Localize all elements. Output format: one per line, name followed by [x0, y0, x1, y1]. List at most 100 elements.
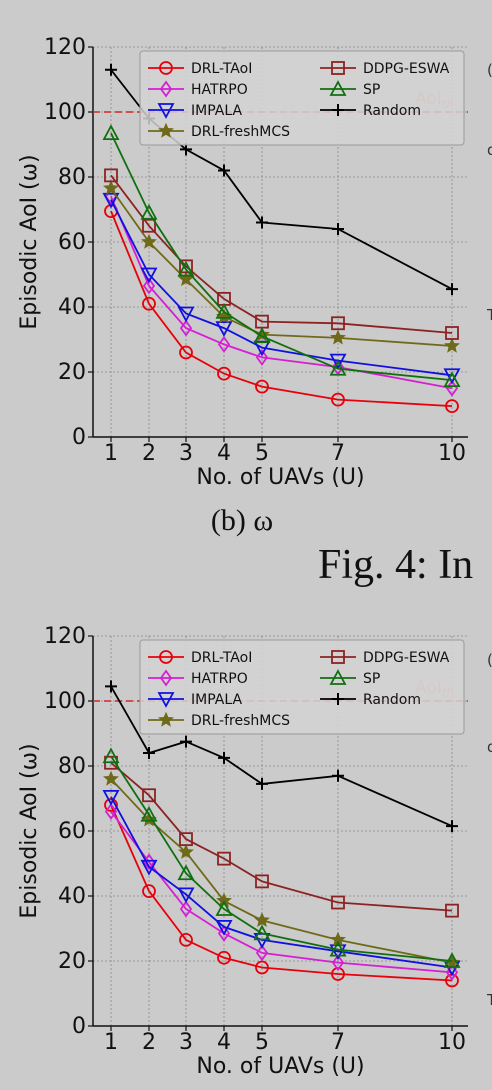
y-tick-label: 80	[58, 754, 86, 779]
y-tick-label: 120	[44, 624, 86, 649]
data-point	[443, 371, 461, 388]
edge-fragment: Ti	[486, 991, 492, 1009]
data-point	[215, 919, 233, 936]
data-point	[140, 805, 158, 822]
series-line-impala	[110, 796, 453, 969]
x-tick-label: 4	[217, 1030, 231, 1055]
x-tick-label: 7	[331, 441, 345, 466]
y-axis-label: Episodic AoI (ω)	[17, 743, 42, 918]
data-point	[446, 283, 458, 296]
legend-marker	[329, 669, 347, 685]
x-tick-label: 1	[104, 441, 118, 466]
data-point	[105, 680, 117, 693]
data-point	[255, 960, 269, 975]
data-point	[332, 223, 344, 235]
series-line-drl-freshmcs	[110, 778, 453, 964]
data-point	[105, 63, 117, 76]
series-line-drl-taoi	[110, 210, 453, 407]
y-tick-label: 40	[58, 884, 86, 909]
data-point	[177, 864, 195, 881]
legend-label: DRL-freshMCS	[191, 124, 290, 140]
data-point	[217, 924, 231, 942]
data-point	[142, 218, 156, 233]
series-line-sp	[110, 132, 453, 381]
edge-fragment: d	[487, 738, 492, 756]
series-line-ddpg-eswa	[110, 762, 453, 912]
legend-marker	[331, 61, 345, 75]
data-point	[142, 788, 156, 803]
data-point	[330, 329, 346, 345]
legend-label: DRL-freshMCS	[191, 713, 290, 729]
data-point	[142, 277, 156, 295]
data-point	[443, 368, 461, 385]
series-line-sp	[110, 755, 453, 962]
data-point	[140, 859, 158, 876]
data-point	[102, 124, 120, 141]
y-tick-label: 100	[44, 100, 86, 125]
subfigure-caption: (b) ω	[211, 504, 273, 537]
data-point	[217, 366, 231, 381]
data-point	[331, 316, 345, 331]
legend-label: SP	[363, 82, 380, 98]
data-point	[104, 802, 118, 821]
legend-marker	[157, 692, 175, 708]
data-point	[178, 843, 194, 859]
data-point	[444, 337, 460, 353]
data-point	[329, 353, 347, 370]
data-point	[140, 267, 158, 284]
legend-label: DDPG-ESWA	[363, 650, 450, 666]
x-tick-label: 5	[255, 441, 269, 466]
data-point	[329, 940, 347, 957]
data-point	[331, 895, 345, 910]
data-point	[102, 789, 120, 806]
data-point	[178, 271, 194, 287]
legend-marker	[159, 650, 173, 664]
data-point	[102, 747, 120, 764]
data-point	[104, 798, 118, 812]
data-point	[102, 192, 120, 209]
data-point	[142, 884, 156, 899]
x-tick-label: 3	[179, 1030, 193, 1055]
y-tick-label: 20	[58, 360, 86, 385]
legend-label: HATRPO	[191, 82, 248, 98]
y-tick-label: 0	[72, 425, 86, 450]
data-point	[255, 944, 269, 962]
data-point	[329, 944, 347, 961]
data-point	[254, 912, 270, 928]
y-tick-label: 20	[58, 949, 86, 974]
data-point	[179, 932, 193, 947]
x-tick-label: 10	[438, 441, 466, 466]
legend-marker	[158, 711, 174, 727]
data-point	[215, 321, 233, 338]
y-tick-label: 100	[44, 689, 86, 714]
data-point	[256, 777, 268, 790]
legend-label: SP	[363, 671, 380, 687]
x-axis-label: No. of UAVs (U)	[196, 465, 364, 490]
y-tick-label: 120	[44, 35, 86, 60]
edge-fragment: d	[487, 141, 492, 159]
data-point	[179, 832, 193, 847]
y-tick-label: 60	[58, 230, 86, 255]
x-tick-label: 2	[142, 1030, 156, 1055]
legend-label: DDPG-ESWA	[363, 61, 450, 77]
data-point	[215, 900, 233, 916]
legend-marker	[159, 80, 173, 98]
data-point	[331, 954, 345, 972]
data-point	[443, 952, 461, 968]
legend-label: IMPALA	[191, 692, 242, 708]
x-tick-label: 2	[142, 441, 156, 466]
data-point	[331, 967, 345, 981]
y-tick-label: 80	[58, 165, 86, 190]
series-line-hatrpo	[110, 196, 453, 390]
data-point	[253, 924, 271, 941]
x-tick-label: 10	[438, 1030, 466, 1055]
data-point	[142, 296, 156, 311]
legend-box	[139, 639, 465, 735]
legend-marker	[331, 650, 345, 664]
legend-label: HATRPO	[191, 671, 248, 687]
data-point	[141, 233, 157, 249]
data-point	[446, 820, 458, 833]
data-point	[104, 168, 118, 183]
data-point	[215, 302, 233, 319]
